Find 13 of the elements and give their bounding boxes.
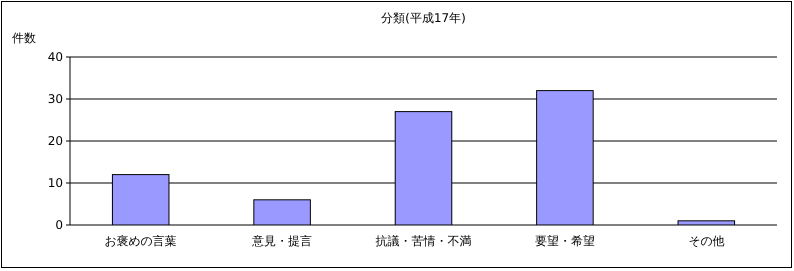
- y-tick-label: 40: [48, 50, 63, 64]
- chart-title: 分類(平成17年): [381, 11, 466, 25]
- y-axis-title: 件数: [12, 31, 36, 45]
- x-tick-label: お褒めの言葉: [104, 234, 177, 248]
- y-tick-label: 10: [48, 176, 63, 190]
- x-tick-label: 意見・提言: [251, 234, 312, 248]
- y-tick-label: 30: [48, 92, 63, 106]
- x-tick-label: その他: [688, 234, 724, 248]
- bar: [253, 199, 311, 226]
- y-tick-label: 0: [55, 218, 63, 232]
- y-tick-label: 20: [48, 134, 63, 148]
- x-tick-label: 要望・希望: [534, 234, 595, 248]
- x-tick-label: 抗議・苦情・不満: [376, 234, 472, 248]
